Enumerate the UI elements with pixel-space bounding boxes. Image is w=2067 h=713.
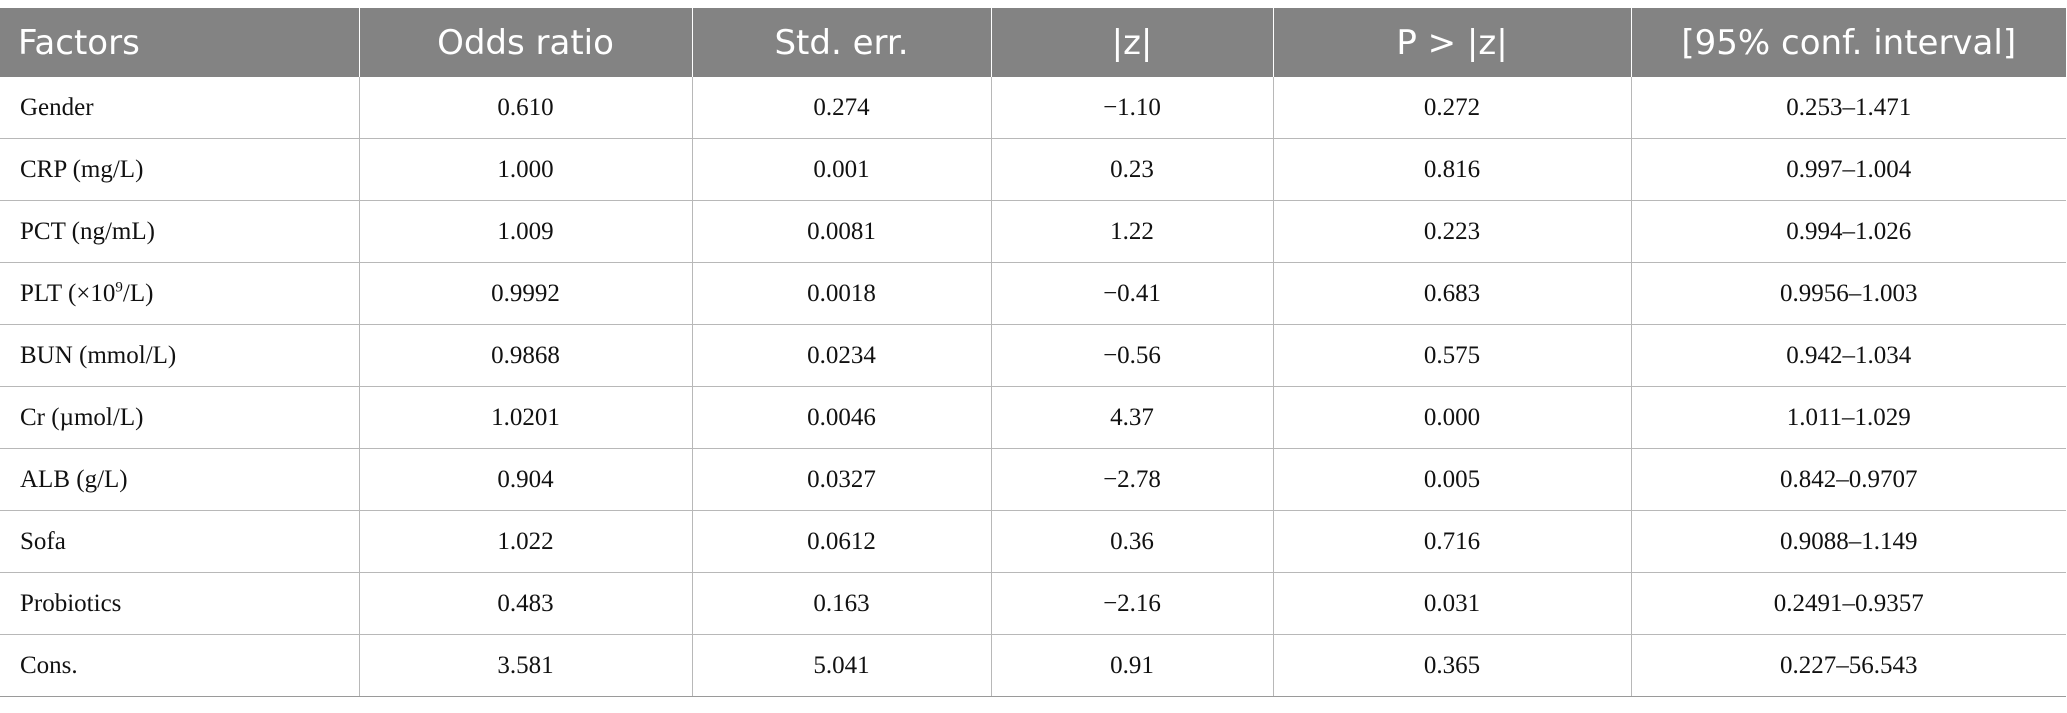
cell-odds-ratio: 0.610 (359, 77, 693, 139)
cell-factor: Gender (0, 77, 360, 139)
cell-std-err: 0.274 (692, 77, 992, 139)
cell-std-err: 0.0018 (692, 262, 992, 325)
cell-z: 0.91 (991, 634, 1274, 697)
cell-z: 4.37 (991, 386, 1274, 449)
cell-factor: Cr (µmol/L) (0, 386, 360, 449)
cell-std-err: 0.0327 (692, 448, 992, 511)
plt-label-prefix: PLT (×10 (20, 279, 116, 307)
plt-label-suffix: /L) (122, 279, 154, 307)
header-z: |z| (991, 8, 1274, 77)
cell-factor: BUN (mmol/L) (0, 324, 360, 387)
cell-std-err: 0.0081 (692, 200, 992, 263)
cell-z: −0.56 (991, 324, 1274, 387)
table-row: ALB (g/L) 0.904 0.0327 −2.78 0.005 0.842… (0, 448, 2066, 511)
cell-p-value: 0.031 (1273, 572, 1632, 635)
table-row: Gender 0.610 0.274 −1.10 0.272 0.253–1.4… (0, 77, 2066, 139)
results-table-container: Factors Odds ratio Std. err. |z| P > |z|… (0, 8, 2066, 697)
cell-p-value: 0.365 (1273, 634, 1632, 697)
cell-conf-interval: 1.011–1.029 (1631, 386, 2066, 449)
cell-z: 1.22 (991, 200, 1274, 263)
table-row: CRP (mg/L) 1.000 0.001 0.23 0.816 0.997–… (0, 138, 2066, 201)
cell-odds-ratio: 1.009 (359, 200, 693, 263)
cell-z: −2.16 (991, 572, 1274, 635)
cell-conf-interval: 0.942–1.034 (1631, 324, 2066, 387)
cell-factor: Cons. (0, 634, 360, 697)
cell-conf-interval: 0.9088–1.149 (1631, 510, 2066, 573)
cell-std-err: 0.0046 (692, 386, 992, 449)
header-odds-ratio: Odds ratio (359, 8, 693, 77)
cell-z: −0.41 (991, 262, 1274, 325)
header-std-err: Std. err. (692, 8, 992, 77)
cell-factor: Sofa (0, 510, 360, 573)
cell-p-value: 0.272 (1273, 77, 1632, 139)
header-row: Factors Odds ratio Std. err. |z| P > |z|… (0, 8, 2066, 77)
table-row: Cr (µmol/L) 1.0201 0.0046 4.37 0.000 1.0… (0, 386, 2066, 449)
cell-factor: PLT (×109/L) (0, 262, 360, 325)
cell-conf-interval: 0.227–56.543 (1631, 634, 2066, 697)
table-row: Sofa 1.022 0.0612 0.36 0.716 0.9088–1.14… (0, 510, 2066, 573)
cell-conf-interval: 0.997–1.004 (1631, 138, 2066, 201)
cell-p-value: 0.716 (1273, 510, 1632, 573)
header-conf-interval: [95% conf. interval] (1631, 8, 2066, 77)
cell-z: −2.78 (991, 448, 1274, 511)
cell-conf-interval: 0.253–1.471 (1631, 77, 2066, 139)
cell-std-err: 0.0612 (692, 510, 992, 573)
cell-odds-ratio: 1.022 (359, 510, 693, 573)
cell-p-value: 0.223 (1273, 200, 1632, 263)
table-row: PLT (×109/L) 0.9992 0.0018 −0.41 0.683 0… (0, 262, 2066, 325)
odds-ratio-table: Factors Odds ratio Std. err. |z| P > |z|… (0, 8, 2066, 697)
cell-z: 0.23 (991, 138, 1274, 201)
cell-p-value: 0.683 (1273, 262, 1632, 325)
cell-odds-ratio: 0.9868 (359, 324, 693, 387)
cell-factor: ALB (g/L) (0, 448, 360, 511)
cell-std-err: 0.163 (692, 572, 992, 635)
header-p-value: P > |z| (1273, 8, 1632, 77)
cell-odds-ratio: 0.9992 (359, 262, 693, 325)
table-row: Probiotics 0.483 0.163 −2.16 0.031 0.249… (0, 572, 2066, 635)
cell-factor: PCT (ng/mL) (0, 200, 360, 263)
table-row: PCT (ng/mL) 1.009 0.0081 1.22 0.223 0.99… (0, 200, 2066, 263)
cell-conf-interval: 0.842–0.9707 (1631, 448, 2066, 511)
cell-p-value: 0.816 (1273, 138, 1632, 201)
cell-p-value: 0.000 (1273, 386, 1632, 449)
cell-factor: Probiotics (0, 572, 360, 635)
cell-std-err: 0.001 (692, 138, 992, 201)
cell-std-err: 0.0234 (692, 324, 992, 387)
cell-std-err: 5.041 (692, 634, 992, 697)
cell-conf-interval: 0.9956–1.003 (1631, 262, 2066, 325)
cell-odds-ratio: 0.483 (359, 572, 693, 635)
cell-conf-interval: 0.2491–0.9357 (1631, 572, 2066, 635)
cell-odds-ratio: 3.581 (359, 634, 693, 697)
cell-odds-ratio: 0.904 (359, 448, 693, 511)
cell-factor: CRP (mg/L) (0, 138, 360, 201)
cell-odds-ratio: 1.0201 (359, 386, 693, 449)
table-row: Cons. 3.581 5.041 0.91 0.365 0.227–56.54… (0, 634, 2066, 697)
table-row: BUN (mmol/L) 0.9868 0.0234 −0.56 0.575 0… (0, 324, 2066, 387)
cell-p-value: 0.005 (1273, 448, 1632, 511)
cell-z: −1.10 (991, 77, 1274, 139)
cell-p-value: 0.575 (1273, 324, 1632, 387)
cell-z: 0.36 (991, 510, 1274, 573)
cell-odds-ratio: 1.000 (359, 138, 693, 201)
header-factors: Factors (0, 8, 360, 77)
plt-label-superscript: 9 (115, 279, 123, 296)
cell-conf-interval: 0.994–1.026 (1631, 200, 2066, 263)
